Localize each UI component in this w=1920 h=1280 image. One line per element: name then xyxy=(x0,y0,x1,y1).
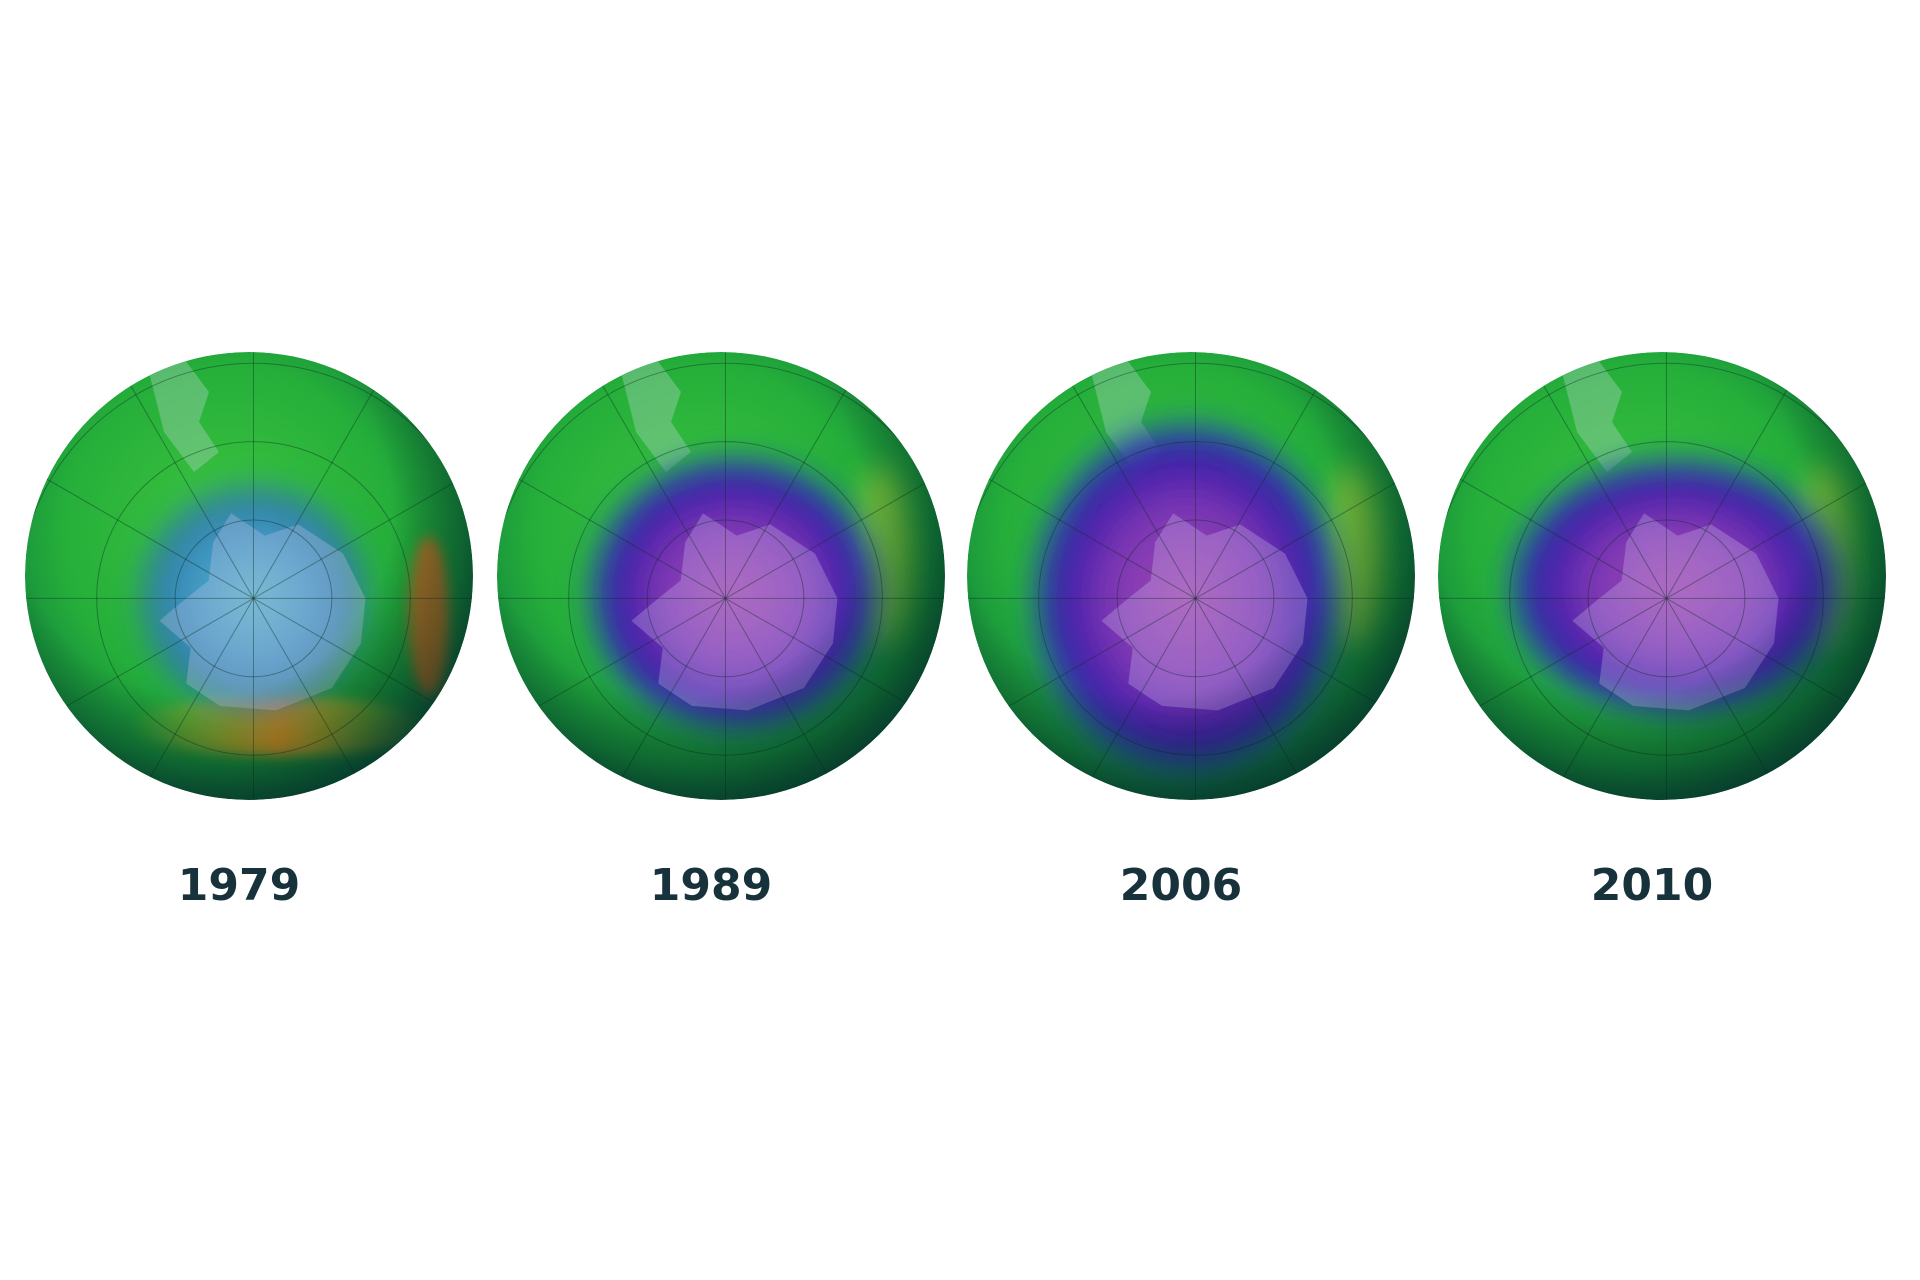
globe xyxy=(967,352,1415,800)
year-label: 2006 xyxy=(1120,860,1242,911)
globe-shade xyxy=(967,352,1415,800)
year-label: 2010 xyxy=(1591,860,1713,911)
globe xyxy=(25,352,473,800)
year-label: 1989 xyxy=(650,860,772,911)
globe-shade xyxy=(497,352,945,800)
globe-shade xyxy=(25,352,473,800)
globe-shade xyxy=(1438,352,1886,800)
globe xyxy=(497,352,945,800)
year-label: 1979 xyxy=(178,860,300,911)
globe xyxy=(1438,352,1886,800)
